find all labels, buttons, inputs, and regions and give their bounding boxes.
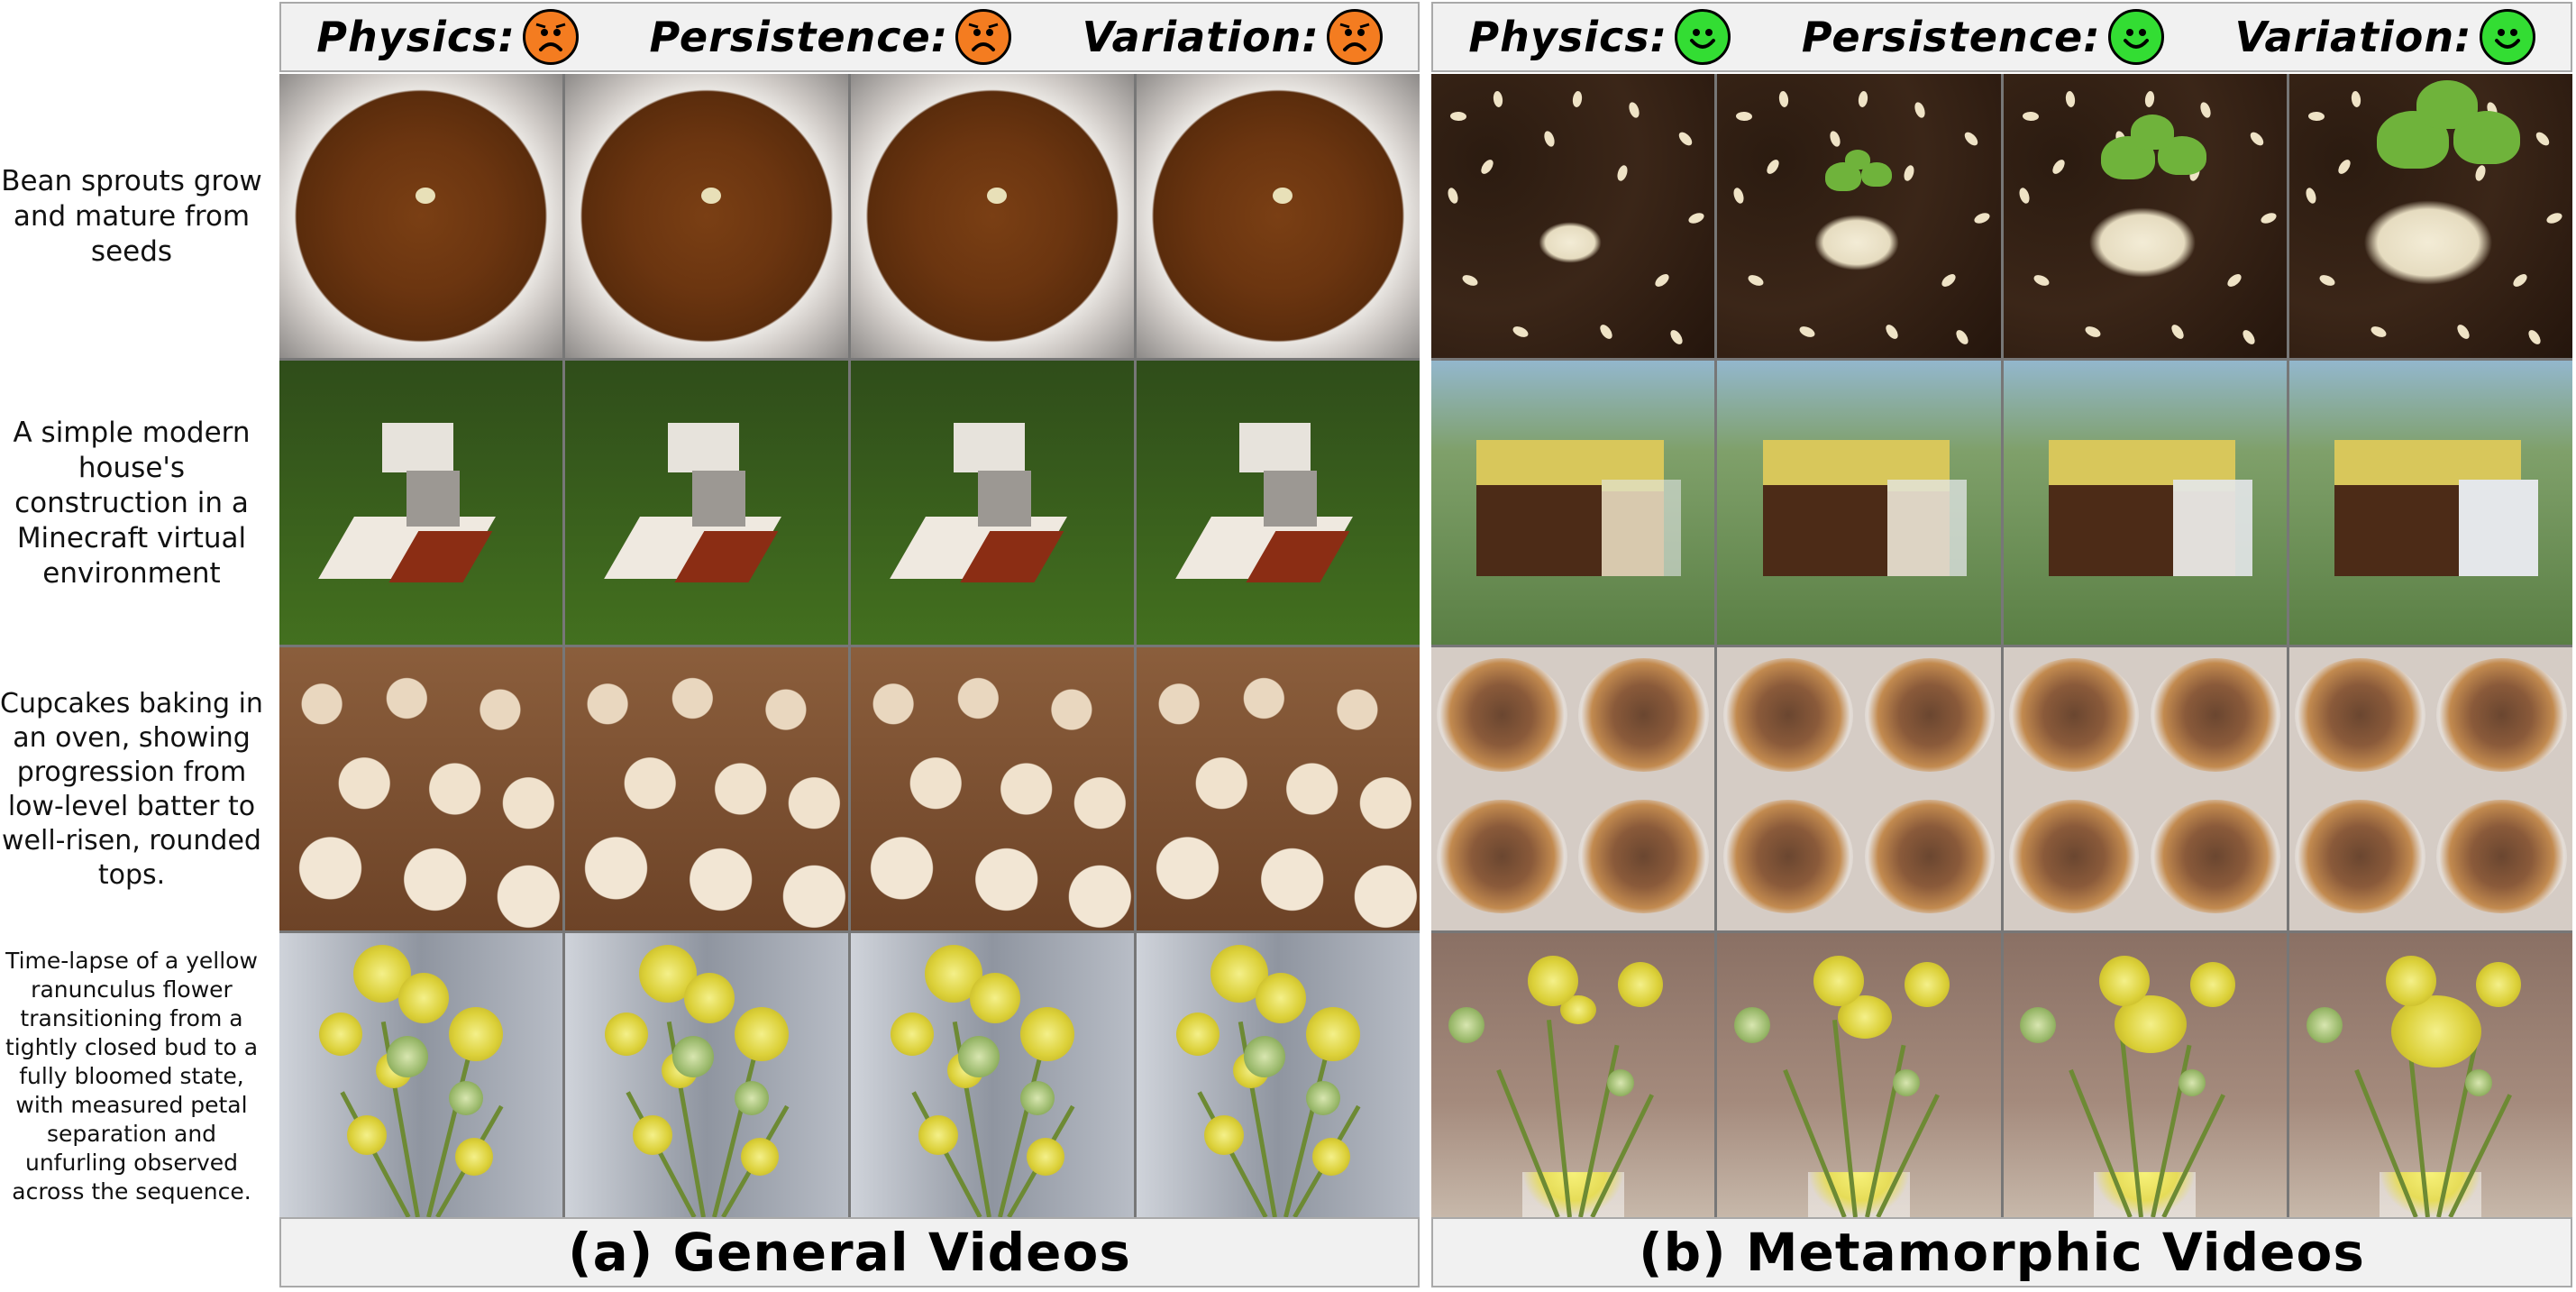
video-frame	[2003, 360, 2287, 645]
video-frame	[851, 646, 1134, 931]
video-frame	[565, 933, 848, 1217]
video-frame	[1717, 360, 2001, 645]
metamorphic-videos-panel: Physics: Persistence: Variation:	[1431, 2, 2572, 1287]
video-frame	[1717, 74, 2001, 358]
video-frame	[1717, 646, 2001, 931]
video-frame	[1717, 933, 2001, 1217]
panel-caption: (a) General Videos	[279, 1217, 1420, 1287]
metric-label: Persistence:	[1801, 13, 2101, 61]
video-frame	[1431, 360, 1715, 645]
video-frame	[279, 74, 562, 358]
video-frame	[2003, 74, 2287, 358]
video-frame	[851, 74, 1134, 358]
row-label-bean-sprouts: Bean sprouts grow and mature from seeds	[1, 165, 262, 268]
metric-label: Variation:	[1082, 13, 1320, 61]
metric-label: Persistence:	[649, 13, 949, 61]
sad-face-icon	[955, 9, 1012, 65]
persistence-metric: Persistence:	[649, 9, 1012, 65]
video-frame	[2288, 646, 2572, 931]
video-frame	[1431, 646, 1715, 931]
video-frame	[1137, 646, 1420, 931]
video-frame	[1137, 933, 1420, 1217]
video-frame	[2288, 933, 2572, 1217]
video-frame	[279, 646, 562, 931]
video-frame	[2288, 74, 2572, 358]
happy-face-icon	[1675, 9, 1731, 65]
video-frame	[2003, 933, 2287, 1217]
happy-face-icon	[2479, 9, 2535, 65]
video-frame	[1137, 360, 1420, 645]
video-frame	[279, 360, 562, 645]
video-frame	[565, 74, 848, 358]
row-label-cupcakes: Cupcakes baking in an oven, showing prog…	[0, 688, 263, 891]
panel-caption: (b) Metamorphic Videos	[1431, 1217, 2572, 1287]
happy-face-icon	[2107, 9, 2164, 65]
metric-label: Physics:	[1468, 13, 1668, 61]
frame-grid	[279, 74, 1420, 1217]
metrics-header: Physics: Persistence: Variation:	[1431, 2, 2572, 72]
caption-text: (b) Metamorphic Videos	[1639, 1222, 2365, 1283]
video-frame	[279, 933, 562, 1217]
general-videos-panel: Physics: Persistence: Variation:	[279, 2, 1420, 1287]
sad-face-icon	[1326, 9, 1383, 65]
variation-metric: Variation:	[2234, 9, 2535, 65]
metrics-header: Physics: Persistence: Variation:	[279, 2, 1420, 72]
persistence-metric: Persistence:	[1802, 9, 2164, 65]
video-frame	[1431, 933, 1715, 1217]
row-label-minecraft-house: A simple modern house's construction in …	[13, 416, 251, 590]
video-frame	[2288, 360, 2572, 645]
sad-face-icon	[522, 9, 579, 65]
variation-metric: Variation:	[1082, 9, 1383, 65]
video-frame	[851, 933, 1134, 1217]
video-frame	[565, 360, 848, 645]
metric-label: Variation:	[2234, 13, 2472, 61]
video-frame	[1137, 74, 1420, 358]
row-label-ranunculus: Time-lapse of a yellow ranunculus flower…	[5, 948, 259, 1205]
metric-label: Physics:	[316, 13, 516, 61]
video-frame	[565, 646, 848, 931]
physics-metric: Physics:	[316, 9, 579, 65]
video-frame	[851, 360, 1134, 645]
video-frame	[1431, 74, 1715, 358]
frame-grid	[1431, 74, 2572, 1217]
physics-metric: Physics:	[1468, 9, 1731, 65]
caption-text: (a) General Videos	[568, 1222, 1131, 1283]
video-frame	[2003, 646, 2287, 931]
